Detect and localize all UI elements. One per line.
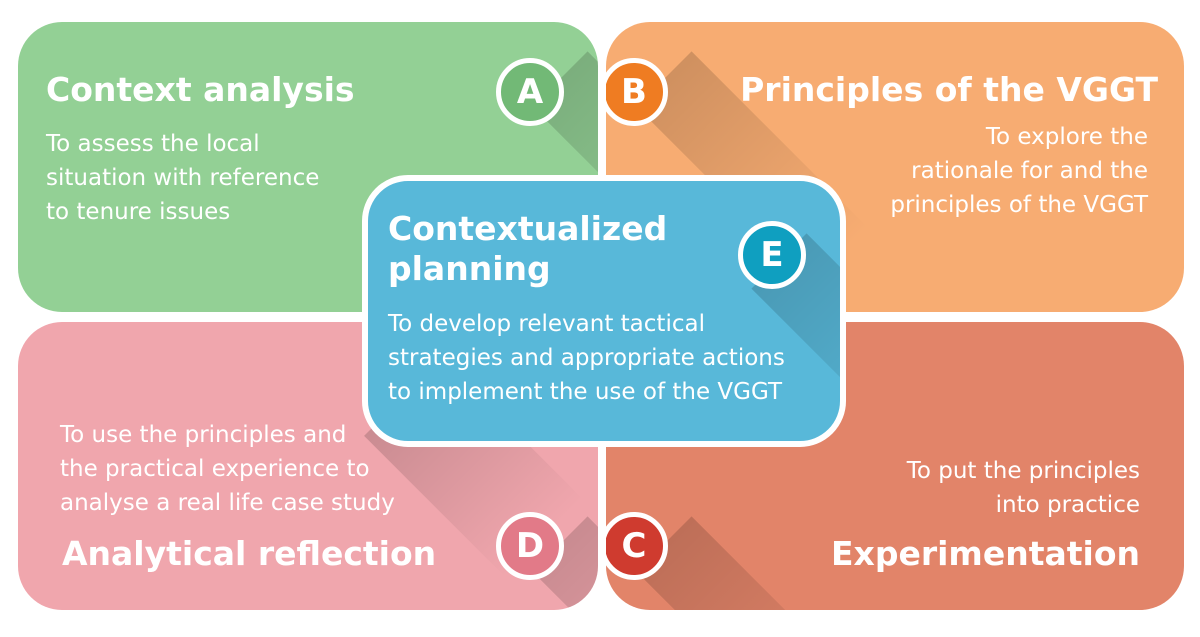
quadrant-title: Analytical reflection <box>62 534 437 573</box>
badge-d: D <box>496 512 564 580</box>
description-line: situation with reference <box>46 165 320 191</box>
description-line: To use the principles and <box>60 422 347 448</box>
badge-b: B <box>606 58 668 126</box>
description-line: analyse a real life case study <box>60 490 395 516</box>
description-line: strategies and appropriate actions <box>388 345 785 371</box>
description-line: To explore the <box>985 124 1148 150</box>
badge-c: C <box>606 512 668 580</box>
center-contextualized-planning: Contextualized planning To develop relev… <box>362 175 846 447</box>
quadrant-title: Context analysis <box>46 70 355 109</box>
center-title-line: Contextualized <box>388 209 668 248</box>
quadrant-description: To put the principles into practice <box>907 454 1140 522</box>
description-line: To develop relevant tactical <box>388 311 705 337</box>
description-line: to implement the use of the VGGT <box>388 379 783 405</box>
description-line: the practical experience to <box>60 456 370 482</box>
description-line: rationale for and the <box>911 158 1148 184</box>
description-line: to tenure issues <box>46 199 231 225</box>
description-line: principles of the VGGT <box>890 192 1148 218</box>
description-line: into practice <box>995 492 1140 518</box>
quadrant-title: Experimentation <box>831 534 1140 573</box>
quadrant-description: To use the principles and the practical … <box>60 418 395 520</box>
quadrant-context-analysis: Context analysis To assess the local sit… <box>18 22 598 312</box>
quadrant-description: To explore the rationale for and the pri… <box>890 120 1148 222</box>
badge-e: E <box>738 221 806 289</box>
description-line: To assess the local <box>46 131 260 157</box>
quadrant-title: Principles of the VGGT <box>740 70 1158 109</box>
center-title-line: planning <box>388 249 551 288</box>
badge-a: A <box>496 58 564 126</box>
center-description: To develop relevant tactical strategies … <box>388 307 785 409</box>
description-line: To put the principles <box>906 458 1140 484</box>
center-title: Contextualized planning <box>388 209 667 289</box>
quadrant-description: To assess the local situation with refer… <box>46 127 319 229</box>
